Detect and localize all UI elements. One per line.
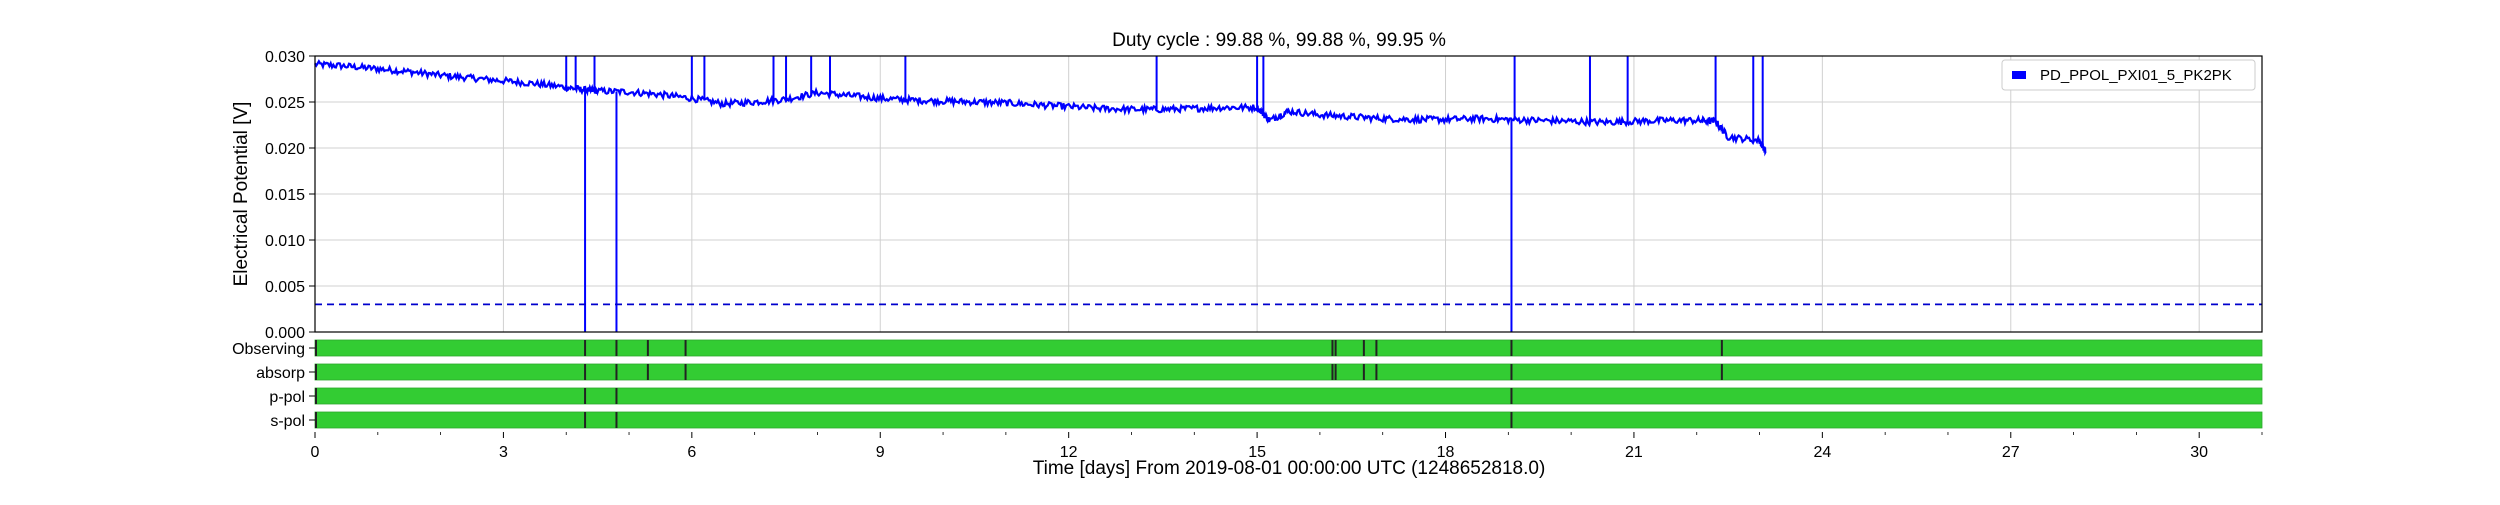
segment-label: absorp — [256, 365, 305, 382]
segment-label: p-pol — [269, 389, 305, 406]
series-line — [314, 59, 1767, 157]
x-tick-label: 21 — [1625, 444, 1643, 461]
legend-label: PD_PPOL_PXI01_5_PK2PK — [2040, 67, 2232, 84]
x-ticks: 0 3 6 9 12 15 18 21 24 27 30 — [311, 432, 2263, 461]
x-tick-label: 12 — [1060, 444, 1078, 461]
x-tick-label: 15 — [1248, 444, 1266, 461]
y-tick-label: 0.030 — [265, 49, 305, 66]
x-tick-label: 27 — [2002, 444, 2020, 461]
x-tick-label: 3 — [499, 444, 508, 461]
legend: PD_PPOL_PXI01_5_PK2PK — [2001, 59, 2256, 91]
segment-bar — [314, 387, 2263, 405]
y-tick-label: 0.025 — [265, 95, 305, 112]
x-tick-label: 24 — [1813, 444, 1831, 461]
y-tick-label: 0.005 — [265, 279, 305, 296]
y-tick-label: 0.000 — [265, 325, 305, 342]
chart-title: Duty cycle : 99.88 %, 99.88 %, 99.95 % — [1112, 30, 1446, 51]
segment-bar — [314, 363, 2263, 381]
segment-label: s-pol — [270, 413, 305, 430]
legend-box — [2001, 59, 2256, 91]
segment-label: Observing — [232, 341, 305, 358]
x-tick-label: 6 — [687, 444, 696, 461]
y-tick-label: 0.020 — [265, 141, 305, 158]
legend-swatch — [2012, 71, 2026, 79]
segment-bar — [314, 411, 2263, 429]
series-group — [314, 56, 1767, 332]
x-tick-label: 0 — [311, 444, 320, 461]
segment-bar — [314, 339, 2263, 357]
x-tick-label: 9 — [876, 444, 885, 461]
y-tick-label: 0.015 — [265, 187, 305, 204]
x-tick-label: 18 — [1437, 444, 1455, 461]
y-axis-label: Electrical Potential [V] — [231, 102, 252, 287]
x-tick-label: 30 — [2190, 444, 2208, 461]
plot-frame — [314, 55, 2263, 333]
segments-group: Observing absorp p-pol s-pol — [232, 339, 2263, 430]
y-ticks: 0.000 0.005 0.010 0.015 0.020 0.025 0.030 — [265, 49, 315, 342]
main-axes: 0.000 0.005 0.010 0.015 0.020 0.025 0.030 — [265, 49, 2263, 342]
y-tick-label: 0.010 — [265, 233, 305, 250]
x-axis-label: Time [days] From 2019-08-01 00:00:00 UTC… — [1033, 458, 1546, 479]
